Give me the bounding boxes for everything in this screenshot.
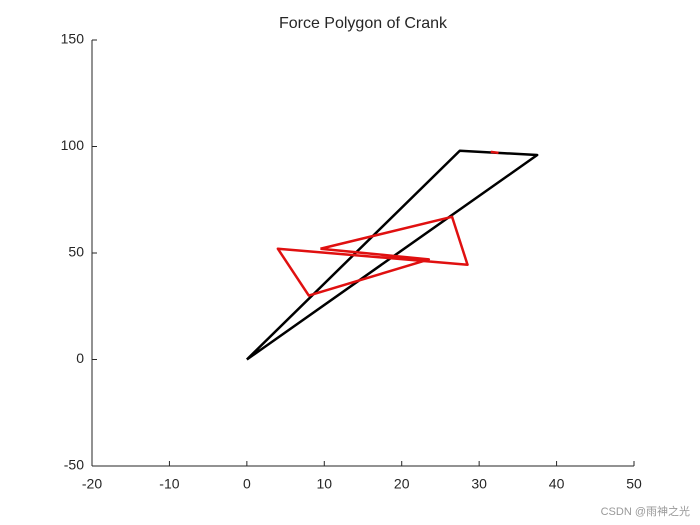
x-tick-label: -20 [82, 476, 102, 492]
x-tick-label: 0 [243, 476, 251, 492]
chart-title: Force Polygon of Crank [279, 15, 448, 32]
x-tick-label: 10 [316, 476, 332, 492]
watermark: CSDN @雨神之光 [601, 504, 690, 518]
x-tick-label: 20 [394, 476, 410, 492]
x-tick-label: 40 [549, 476, 565, 492]
y-tick-label: 100 [61, 137, 85, 153]
y-tick-label: 150 [61, 31, 85, 47]
data-line [276, 150, 499, 297]
x-tick-label: 30 [471, 476, 487, 492]
x-tick-label: 50 [626, 476, 642, 492]
y-tick-label: 50 [68, 244, 84, 260]
x-tick-label: -10 [159, 476, 179, 492]
y-tick-label: -50 [64, 457, 84, 473]
y-tick-label: 0 [76, 350, 84, 366]
